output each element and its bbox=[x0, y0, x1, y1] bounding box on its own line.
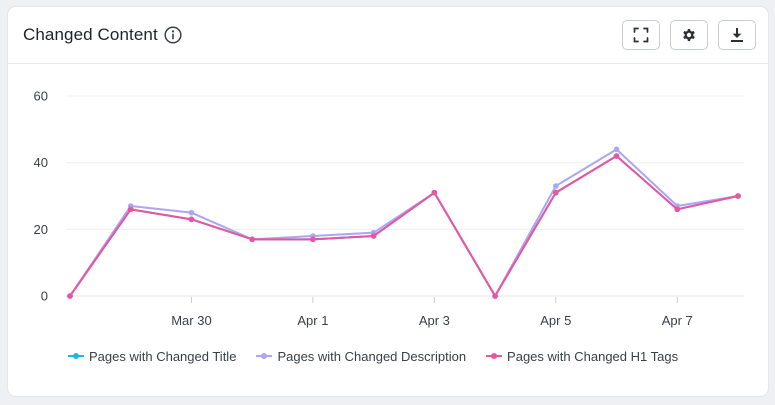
data-point bbox=[613, 153, 620, 159]
legend-label: Pages with Changed H1 Tags bbox=[507, 348, 679, 364]
download-button[interactable] bbox=[718, 20, 756, 50]
series-line-2 bbox=[69, 155, 739, 297]
y-tick-label: 60 bbox=[34, 89, 48, 104]
settings-button[interactable] bbox=[670, 20, 708, 50]
series-line-0 bbox=[69, 155, 739, 297]
x-tick-label: Apr 5 bbox=[540, 313, 571, 328]
data-point bbox=[431, 189, 438, 196]
data-point bbox=[492, 293, 498, 299]
data-point bbox=[674, 206, 681, 213]
data-point bbox=[188, 209, 195, 216]
legend-item-0[interactable]: Pages with Changed Title bbox=[68, 349, 236, 364]
gear-icon bbox=[683, 29, 695, 41]
legend-label: Pages with Changed Title bbox=[89, 348, 237, 364]
data-point bbox=[735, 193, 741, 199]
data-point bbox=[553, 189, 559, 196]
card-header: Changed Content bbox=[8, 7, 768, 64]
y-tick-label: 40 bbox=[34, 155, 48, 170]
changed-content-card: Changed Content bbox=[8, 7, 768, 396]
data-point bbox=[553, 183, 559, 189]
data-point bbox=[67, 293, 73, 299]
data-point bbox=[127, 206, 134, 213]
download-icon bbox=[731, 28, 743, 42]
legend-item-2[interactable]: Pages with Changed H1 Tags bbox=[486, 349, 678, 364]
series-line-1 bbox=[69, 148, 739, 297]
legend-item-1[interactable]: Pages with Changed Description bbox=[256, 349, 466, 364]
fullscreen-button[interactable] bbox=[622, 20, 660, 50]
y-tick-label: 20 bbox=[34, 222, 48, 237]
legend-swatch bbox=[68, 351, 84, 361]
legend-swatch bbox=[486, 351, 503, 361]
legend-swatch bbox=[256, 351, 273, 361]
x-tick-label: Mar 30 bbox=[171, 313, 211, 328]
info-icon[interactable] bbox=[164, 26, 182, 44]
fullscreen-icon bbox=[633, 27, 649, 43]
x-tick-label: Apr 7 bbox=[662, 313, 693, 328]
legend-label: Pages with Changed Description bbox=[277, 348, 467, 364]
data-point bbox=[613, 146, 620, 153]
x-tick-label: Apr 1 bbox=[297, 313, 328, 328]
data-point bbox=[249, 236, 255, 243]
data-point bbox=[310, 236, 316, 243]
y-tick-label: 0 bbox=[41, 289, 48, 304]
data-point bbox=[188, 216, 195, 223]
card-title: Changed Content bbox=[23, 25, 158, 44]
chart-legend: Pages with Changed Title Pages with Chang… bbox=[68, 347, 698, 365]
data-point bbox=[370, 233, 377, 239]
x-tick-label: Apr 3 bbox=[419, 313, 450, 328]
line-chart: 0 20 40 60 Mar 30 Apr 1 Apr 3 Apr 5 Apr 7 bbox=[34, 89, 744, 328]
